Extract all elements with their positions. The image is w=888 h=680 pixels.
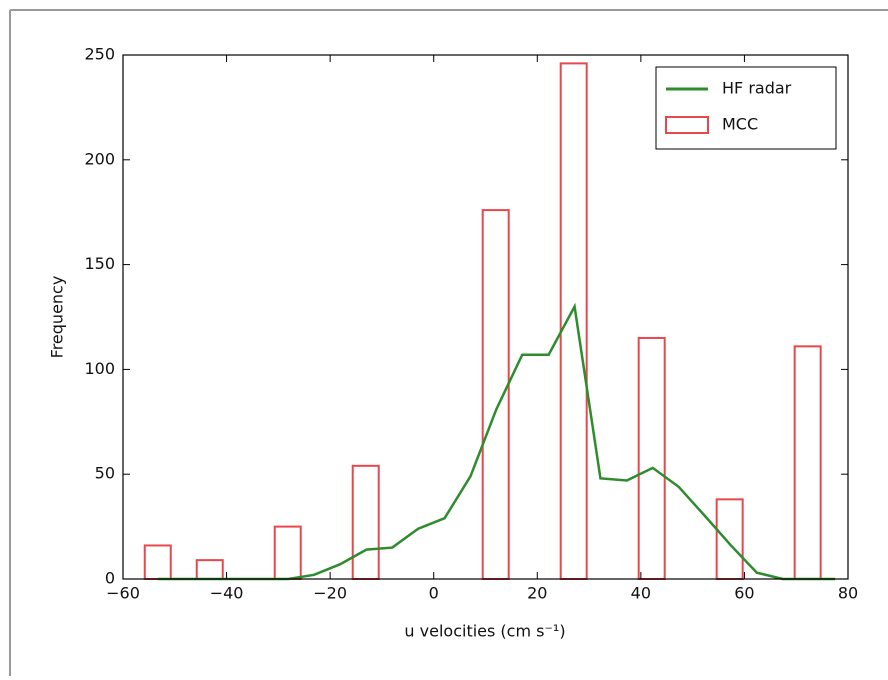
hist-bar xyxy=(637,336,666,580)
legend-label: MCC xyxy=(722,115,758,134)
hist-bar xyxy=(793,345,822,580)
frame xyxy=(9,9,888,676)
x-tick-label: −60 xyxy=(106,584,140,603)
hist-bar xyxy=(143,544,172,580)
y-axis-label: Frequency xyxy=(48,276,67,359)
legend-box xyxy=(655,66,837,150)
legend-label: HF radar xyxy=(722,79,792,98)
x-tick-label: 60 xyxy=(734,584,754,603)
hist-bar xyxy=(195,559,224,580)
hist-bar xyxy=(715,498,744,580)
y-tick-label: 250 xyxy=(84,45,115,64)
hist-bar xyxy=(559,62,588,581)
x-tick-label: −40 xyxy=(210,584,244,603)
x-tick-label: 80 xyxy=(838,584,858,603)
x-tick-label: 40 xyxy=(631,584,651,603)
y-tick-label: 200 xyxy=(84,149,115,168)
legend-patch xyxy=(665,116,709,134)
y-tick-label: 0 xyxy=(105,569,115,588)
y-tick-label: 150 xyxy=(84,254,115,273)
x-tick-label: −20 xyxy=(313,584,347,603)
line xyxy=(157,302,836,581)
hist-bar xyxy=(481,209,510,580)
x-axis-label: u velocities (cm s⁻¹) xyxy=(404,622,565,641)
hist-bar xyxy=(273,525,302,580)
x-tick-label: 0 xyxy=(429,584,439,603)
y-tick-label: 50 xyxy=(95,464,115,483)
y-tick-label: 100 xyxy=(84,359,115,378)
x-tick-label: 20 xyxy=(527,584,547,603)
hist-bar xyxy=(351,464,380,581)
plot-frame xyxy=(122,54,849,580)
